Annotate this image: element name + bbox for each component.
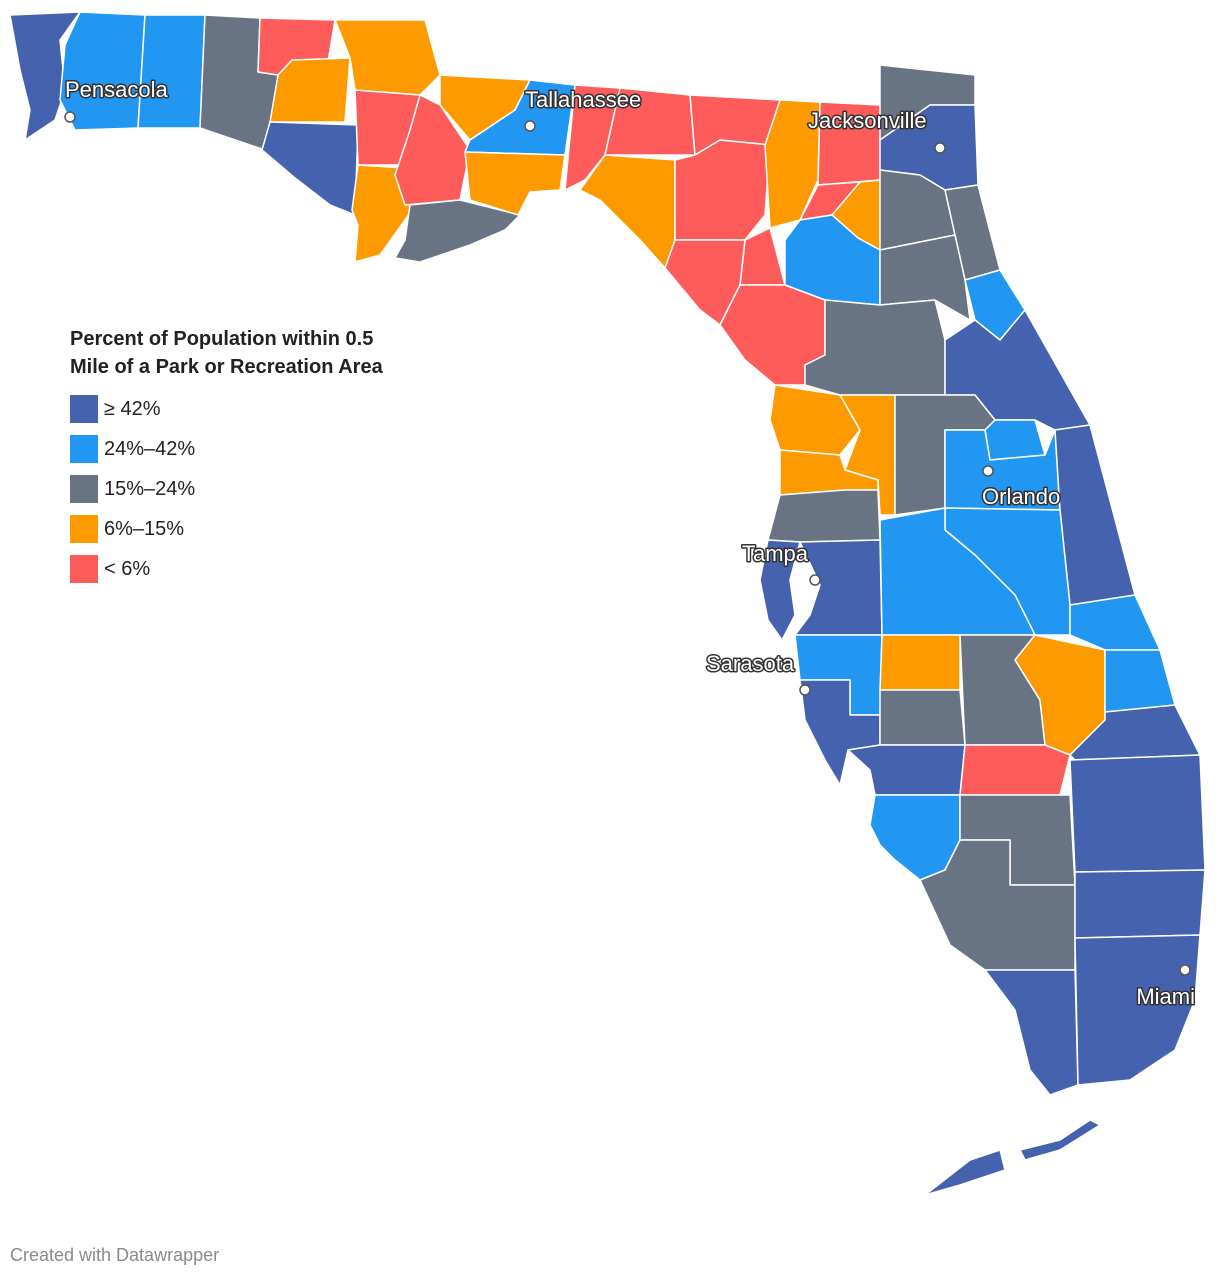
city-label: Tallahassee — [525, 87, 641, 112]
legend-item: 15%–24% — [70, 469, 410, 509]
county-hillsborough[interactable] — [794, 539, 883, 636]
city-label: Tampa — [742, 541, 809, 566]
county-monroe[interactable] — [984, 969, 1079, 1096]
county-broward[interactable] — [1074, 869, 1206, 939]
legend-swatch — [70, 475, 98, 503]
county-charlotte[interactable] — [847, 744, 966, 796]
county-suwannee[interactable] — [674, 139, 771, 241]
map-legend: Percent of Population within 0.5 Mile of… — [70, 325, 410, 589]
city-markers: Pensacola Tallahassee Jacksonville Orlando T… — [64, 76, 1197, 1011]
county-glades[interactable] — [959, 744, 1071, 796]
city-label: Pensacola — [65, 77, 169, 102]
county-marion[interactable] — [804, 299, 946, 396]
legend-label: < 6% — [104, 557, 151, 580]
county-washington[interactable] — [269, 57, 351, 123]
legend-item: ≥ 42% — [70, 389, 410, 429]
county-palm-beach[interactable] — [1069, 754, 1206, 873]
county-okaloosa[interactable] — [137, 14, 206, 129]
county-indian-river[interactable] — [1069, 594, 1161, 651]
city-label: Orlando — [982, 484, 1060, 509]
legend-item: 24%–42% — [70, 429, 410, 469]
county-miami-dade[interactable] — [1074, 934, 1201, 1086]
county-seminole[interactable] — [984, 419, 1046, 461]
county-hardee[interactable] — [879, 634, 961, 691]
legend-item: 6%–15% — [70, 509, 410, 549]
city-dot — [809, 574, 821, 586]
county-bay[interactable] — [261, 121, 359, 216]
legend-item: < 6% — [70, 549, 410, 589]
legend-swatch — [70, 555, 98, 583]
legend-swatch — [70, 515, 98, 543]
county-wakulla[interactable] — [464, 151, 566, 216]
city-dot — [982, 465, 994, 477]
county-regions — [9, 11, 1206, 1196]
city-label: Miami — [1136, 984, 1195, 1009]
legend-label: 24%–42% — [104, 437, 196, 460]
county-monroe-keys[interactable] — [924, 1119, 1101, 1196]
city-dot — [524, 120, 536, 132]
county-jefferson[interactable] — [564, 84, 621, 191]
county-taylor[interactable] — [579, 154, 676, 269]
legend-label: 6%–15% — [104, 517, 185, 540]
city-dot — [1179, 964, 1191, 976]
city-label: Jacksonville — [808, 108, 927, 133]
city-dot — [934, 142, 946, 154]
county-jackson[interactable] — [334, 19, 441, 96]
city-label: Sarasota — [706, 651, 795, 676]
legend-swatch — [70, 435, 98, 463]
county-escambia[interactable] — [9, 11, 81, 141]
county-pinellas[interactable] — [759, 539, 801, 641]
city-dot — [64, 111, 76, 123]
county-st-lucie[interactable] — [1104, 649, 1176, 713]
legend-label: 15%–24% — [104, 477, 196, 500]
datawrapper-credit: Created with Datawrapper — [10, 1245, 220, 1265]
county-pasco[interactable] — [767, 489, 881, 543]
county-collier[interactable] — [919, 839, 1076, 971]
legend-swatch — [70, 395, 98, 423]
city-dot — [799, 684, 811, 696]
legend-items: ≥ 42% 24%–42% 15%–24% 6%–15% < 6% — [70, 389, 410, 589]
county-desoto[interactable] — [879, 689, 966, 746]
county-franklin[interactable] — [394, 199, 521, 263]
legend-label: ≥ 42% — [104, 397, 161, 420]
legend-title: Percent of Population within 0.5 Mile of… — [70, 328, 383, 378]
